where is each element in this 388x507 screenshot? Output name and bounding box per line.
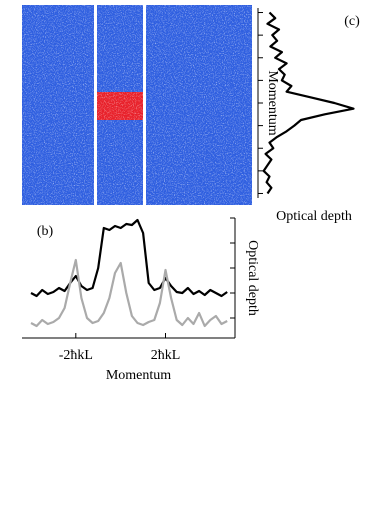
profile-line <box>30 218 228 298</box>
image-divider <box>94 5 97 205</box>
x-axis-label: Momentum <box>106 368 171 383</box>
y-axis-label: Momentum <box>265 70 280 135</box>
profile-line <box>262 11 355 195</box>
x-tick-label: 2ħkL <box>151 348 181 363</box>
image-divider <box>143 5 146 205</box>
x-axis-label: Optical depth <box>276 209 352 224</box>
profile-line <box>30 258 228 328</box>
x-tick-label: -2ħkL <box>59 348 93 363</box>
y-axis-label: Optical depth <box>245 240 260 316</box>
panel-label: (b) <box>37 224 54 239</box>
image-noise <box>22 5 252 205</box>
panel-label: (c) <box>344 14 360 29</box>
absorption-image <box>22 5 252 205</box>
